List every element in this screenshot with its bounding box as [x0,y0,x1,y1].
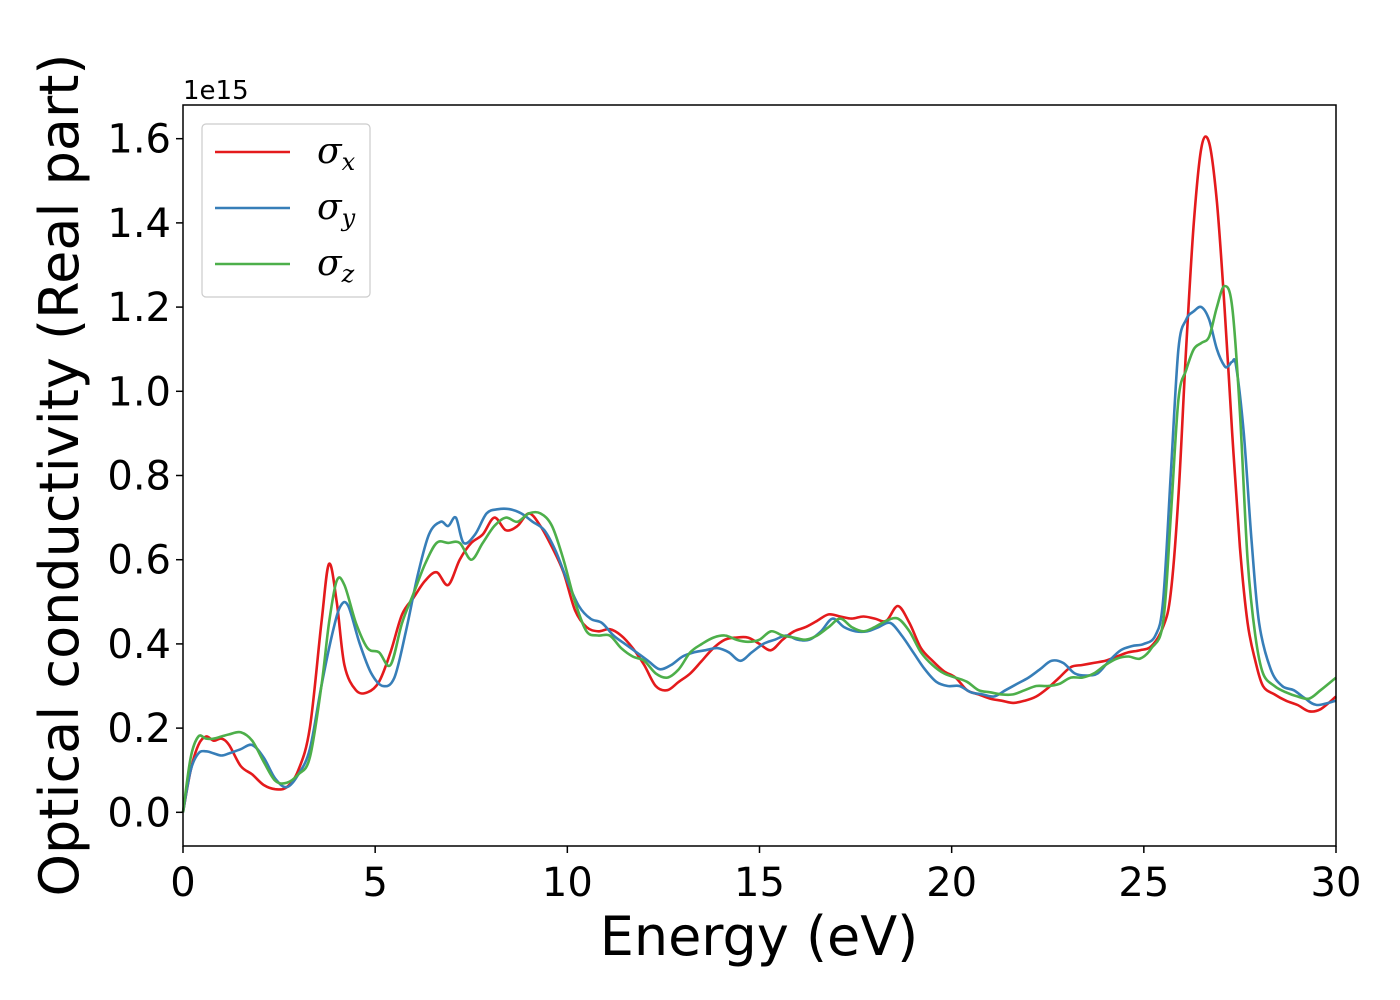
legend-frame [201,123,371,298]
legend-label-z: σz [317,243,355,288]
y-tick-label: 1.2 [107,285,171,331]
series-line-x [181,135,1337,813]
legend: σx σy σz [201,123,371,298]
y-tick-label: 0.2 [107,706,171,752]
y-offset-label: 1e15 [183,76,249,106]
legend-label-x: σx [317,131,356,176]
y-tick-label: 0.0 [107,790,171,836]
series-line-z [181,284,1337,813]
x-tick-label: 20 [926,860,977,906]
x-tick-label: 25 [1118,860,1169,906]
series-line-y [181,305,1337,813]
x-tick-label: 30 [1311,860,1362,906]
legend-label-y: σy [317,187,356,232]
y-tick-label: 1.4 [107,201,171,247]
x-tick-label: 10 [542,860,593,906]
y-tick-label: 0.8 [107,454,171,500]
y-axis-label: Optical conductivity (Real part) [28,54,91,897]
y-tick-label: 0.6 [107,538,171,584]
y-tick-label: 1.6 [107,117,171,163]
y-axis: 0.0 0.2 0.4 0.6 0.8 1.0 1.2 1.4 1.6 [107,117,183,836]
x-axis-label: Energy (eV) [600,905,919,968]
x-axis: 0 5 10 15 20 25 30 [170,846,1361,906]
y-tick-label: 0.4 [107,622,171,668]
y-tick-label: 1.0 [107,369,171,415]
x-tick-label: 5 [362,860,387,906]
x-tick-label: 15 [734,860,785,906]
series-layer [181,135,1337,813]
x-tick-label: 0 [170,860,195,906]
